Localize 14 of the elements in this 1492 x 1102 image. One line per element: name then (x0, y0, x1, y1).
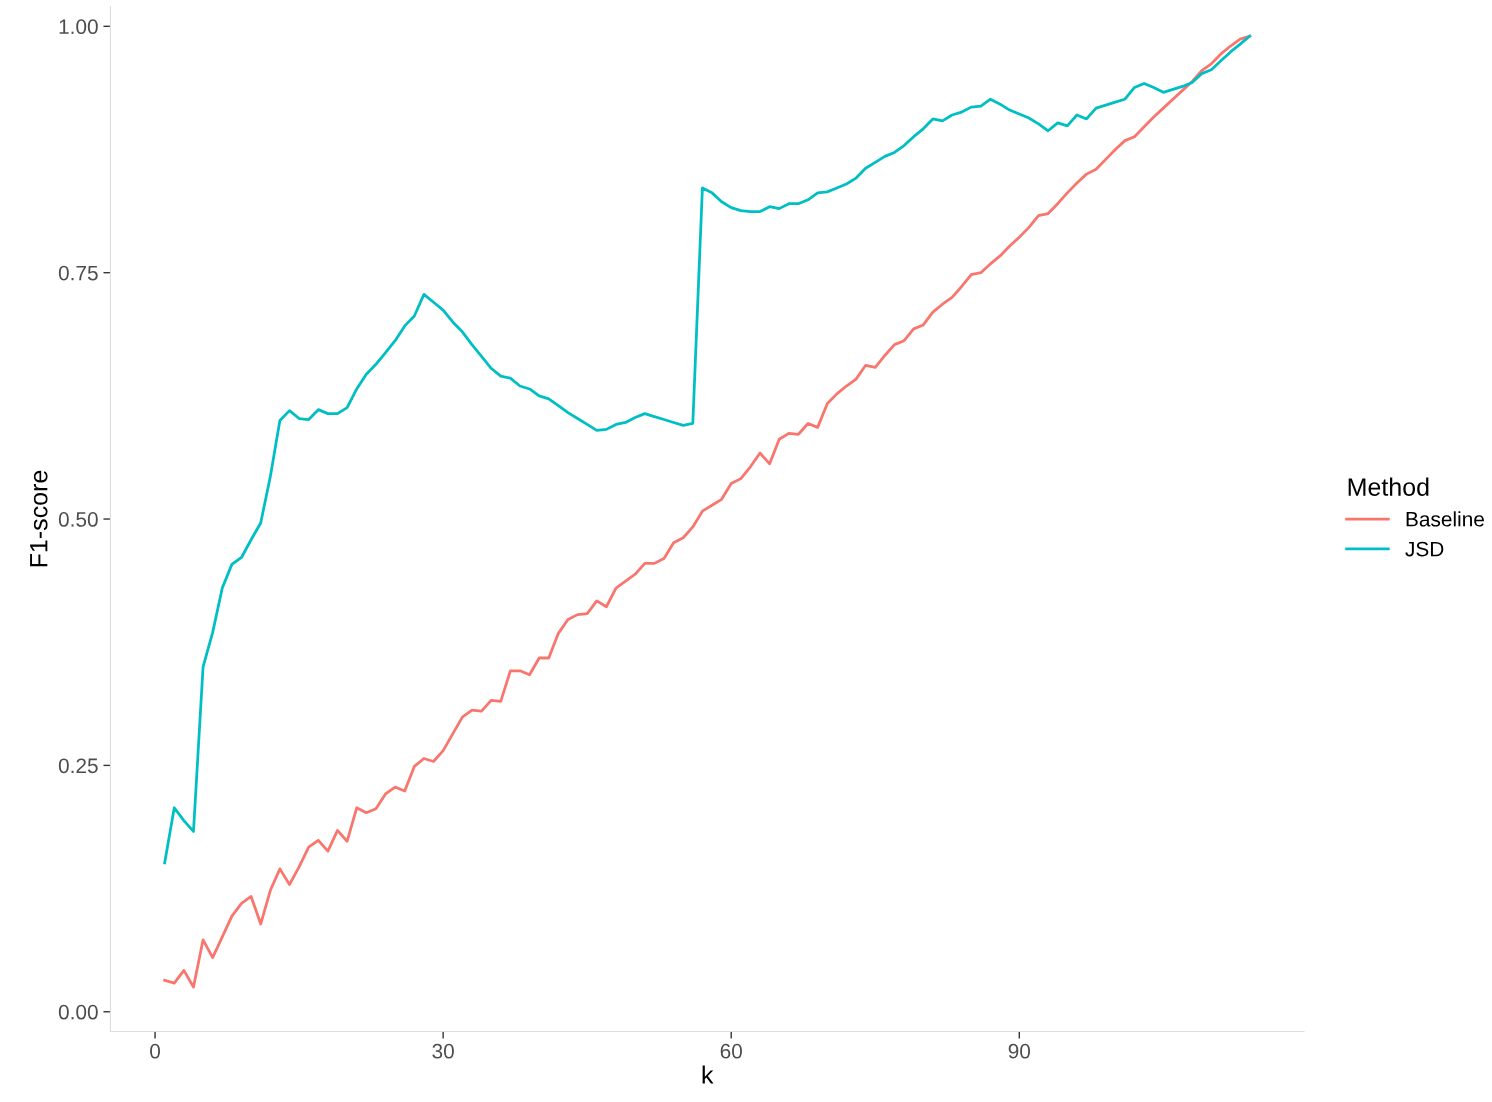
y-tick-label: 1.00 (59, 19, 98, 35)
y-tick-label: 0.50 (58, 512, 98, 527)
x-axis-title: k (702, 1065, 714, 1084)
y-tick-label: 0.25 (58, 758, 98, 774)
legend-title: Method (1348, 477, 1429, 496)
x-tick-label: 90 (1008, 1043, 1031, 1059)
y-tick-label: 0.00 (58, 1004, 98, 1020)
legend-label: JSD (1405, 541, 1444, 557)
x-tick-label: 30 (432, 1043, 454, 1059)
legend-label: Baseline (1406, 511, 1484, 527)
y-axis-title: F1-score (30, 470, 48, 567)
x-tick-label: 60 (720, 1043, 742, 1059)
y-tick-label: 0.75 (58, 265, 98, 281)
x-tick-label: 0 (150, 1043, 161, 1059)
